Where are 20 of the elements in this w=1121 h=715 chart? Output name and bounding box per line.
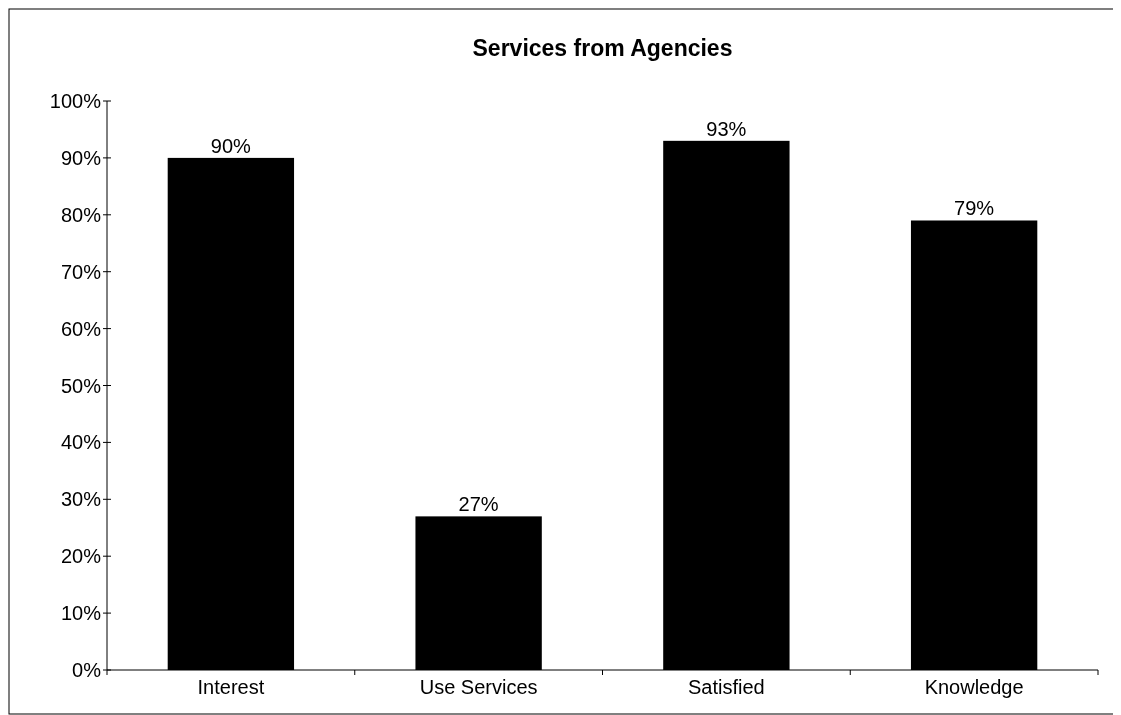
data-label: 79%	[954, 197, 995, 220]
x-tick-label: Interest	[197, 676, 265, 698]
data-label: 93%	[706, 117, 747, 140]
x-tick-label: Use Services	[419, 676, 538, 698]
y-tick-label: 70%	[60, 260, 102, 283]
y-tick-label: 100%	[49, 90, 102, 112]
y-tick-label: 90%	[60, 146, 102, 169]
y-tick-label: 30%	[60, 488, 102, 511]
y-tick-label: 40%	[60, 431, 102, 454]
data-label: 90%	[210, 134, 252, 157]
y-tick-label: 60%	[60, 317, 102, 340]
x-tick-label: Satisfied	[688, 676, 765, 698]
y-tick-label: 10%	[60, 602, 102, 625]
chart-title: Services from Agencies	[472, 35, 733, 61]
data-label: 27%	[458, 493, 499, 516]
y-tick-label: 80%	[60, 203, 102, 226]
y-tick-label: 50%	[60, 374, 102, 397]
y-tick-label: 20%	[60, 545, 102, 568]
x-tick-label: Knowledge	[924, 676, 1024, 698]
y-tick-label: 0%	[72, 659, 102, 681]
